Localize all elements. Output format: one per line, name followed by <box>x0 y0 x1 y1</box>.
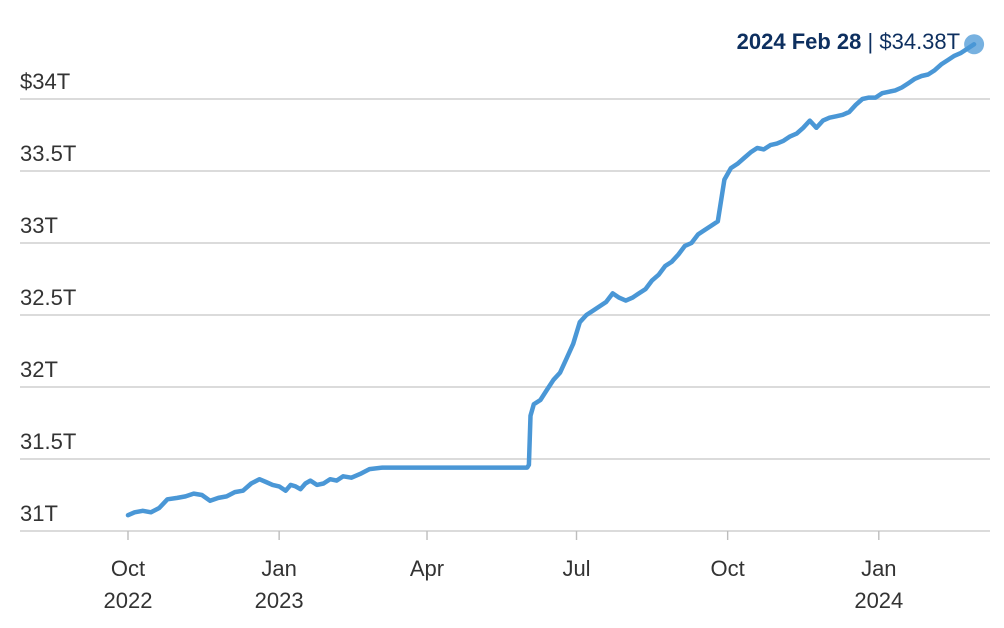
x-tick-year-label: 2023 <box>255 588 304 613</box>
x-tick-label: Jul <box>562 556 590 581</box>
y-axis-labels: 31T 31.5T 32T 32.5T 33T 33.5T $34T <box>20 69 76 526</box>
x-axis: Oct 2022 Jan 2023 Apr Jul Oct Jan 2024 <box>104 531 903 613</box>
x-tick-year-label: 2022 <box>104 588 153 613</box>
y-tick-label: 31.5T <box>20 429 76 454</box>
x-tick-label: Jan <box>861 556 896 581</box>
latest-value-marker[interactable] <box>964 34 985 55</box>
x-tick-label: Oct <box>711 556 745 581</box>
y-tick-label: 33T <box>20 213 58 238</box>
series-line <box>125 42 977 518</box>
annotation-date: 2024 Feb 28 <box>737 29 862 54</box>
x-tick-label: Apr <box>410 556 444 581</box>
annotation-value: $34.38T <box>879 29 960 54</box>
y-tick-label: $34T <box>20 69 70 94</box>
y-tick-label: 33.5T <box>20 141 76 166</box>
y-tick-label: 32T <box>20 357 58 382</box>
x-tick-label: Jan <box>261 556 296 581</box>
gridlines <box>20 98 990 532</box>
y-tick-label: 32.5T <box>20 285 76 310</box>
y-tick-label: 31T <box>20 501 58 526</box>
annotation-separator: | <box>861 29 879 54</box>
latest-value-annotation: 2024 Feb 28 | $34.38T <box>737 29 960 54</box>
x-tick-year-label: 2024 <box>854 588 903 613</box>
x-tick-label: Oct <box>111 556 145 581</box>
